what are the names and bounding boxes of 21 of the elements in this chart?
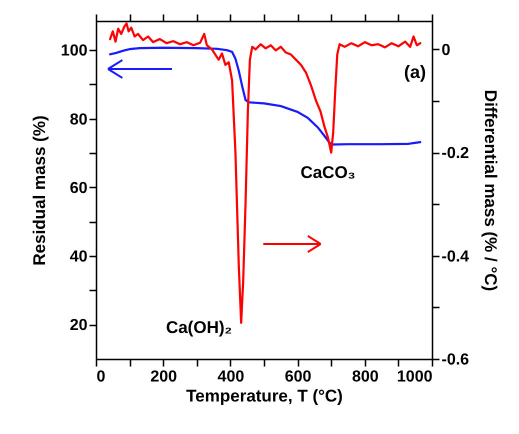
x-tick-label: 200 bbox=[150, 368, 178, 386]
x-tick-label: 1000 bbox=[396, 368, 433, 386]
y2-tick-label: -0.6 bbox=[442, 352, 470, 368]
x-tick-label: 600 bbox=[284, 368, 312, 386]
y2-axis-title: Differential mass (% / °C) bbox=[481, 90, 500, 292]
y2-tick-label: -0.4 bbox=[442, 248, 470, 266]
annotation: Ca(OH)₂ bbox=[166, 318, 232, 337]
annotation: (a) bbox=[404, 62, 426, 82]
x-tick-label: 0 bbox=[96, 368, 106, 386]
y-axis-title: Residual mass (%) bbox=[30, 115, 49, 266]
x-tick-label: 800 bbox=[352, 368, 379, 386]
y2-tick-label: 0 bbox=[442, 42, 450, 59]
annotation: CaCO₃ bbox=[300, 163, 356, 182]
x-axis-title: Temperature, T (°C) bbox=[186, 386, 343, 406]
y-tick-label: 40 bbox=[70, 248, 88, 266]
y2-tick-label: -0.2 bbox=[442, 145, 470, 162]
y-tick-label: 20 bbox=[70, 317, 88, 334]
x-tick-label: 400 bbox=[218, 368, 244, 386]
y-tick-label: 100 bbox=[60, 42, 88, 60]
y-tick-label: 80 bbox=[70, 111, 88, 128]
y-tick-label: 60 bbox=[70, 180, 88, 197]
